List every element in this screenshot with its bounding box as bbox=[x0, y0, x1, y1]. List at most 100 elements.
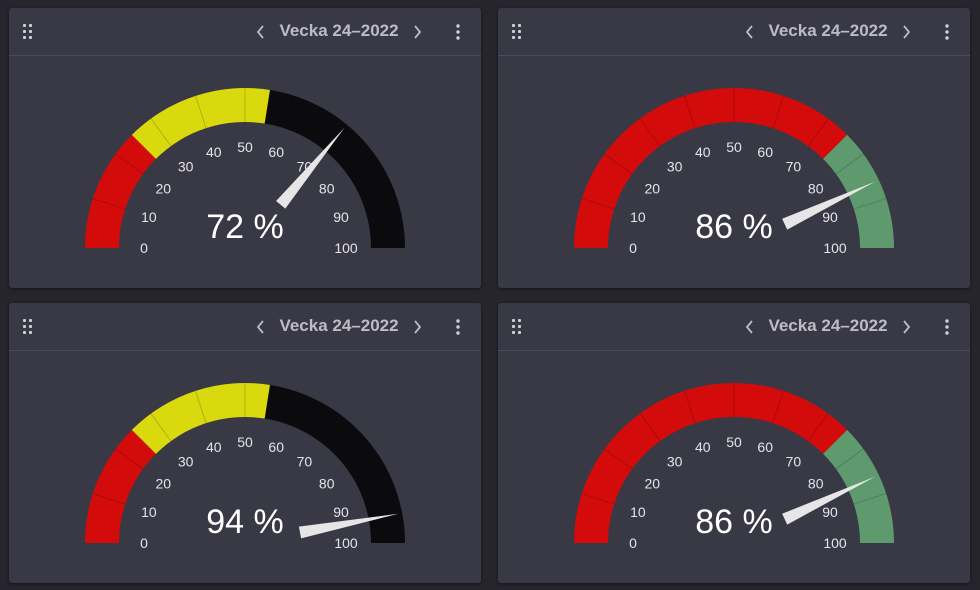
gauge-tick-label: 20 bbox=[156, 181, 172, 197]
gauge-segment-divider bbox=[807, 118, 829, 147]
gauge-tick-label: 50 bbox=[726, 434, 742, 450]
gauge-chart: 0 10 20 30 40 50 60 70 80 90 100 86 % bbox=[574, 88, 894, 256]
gauge-tick-label: 100 bbox=[334, 535, 358, 551]
gauge-segment-divider bbox=[318, 118, 340, 147]
card-header: Vecka 24–2022 bbox=[498, 8, 970, 56]
gauge-chart: 0 10 20 30 40 50 60 70 80 90 100 86 % bbox=[574, 383, 894, 551]
gauge-tick-label: 10 bbox=[630, 504, 646, 520]
gauge-band bbox=[574, 383, 848, 543]
gauge-segment-divider bbox=[581, 198, 615, 210]
gauge-tick-label: 30 bbox=[178, 453, 194, 469]
gauge-needle bbox=[298, 513, 399, 539]
drag-handle-icon[interactable] bbox=[23, 319, 35, 335]
gauge-tick-label: 30 bbox=[667, 158, 683, 174]
gauge-segment-divider bbox=[835, 448, 864, 470]
gauge-segment-divider bbox=[853, 493, 887, 505]
chevron-left-icon[interactable] bbox=[742, 317, 758, 337]
chevron-right-icon[interactable] bbox=[898, 317, 914, 337]
gauge-value: 94 % bbox=[206, 503, 284, 541]
drag-handle-icon[interactable] bbox=[23, 24, 35, 40]
gauge-tick-label: 80 bbox=[319, 181, 335, 197]
gauge-tick-label: 0 bbox=[629, 240, 637, 256]
chevron-right-icon[interactable] bbox=[898, 22, 914, 42]
gauge-tick-label: 20 bbox=[156, 476, 172, 492]
gauge-segment-divider bbox=[807, 413, 829, 442]
drag-handle-icon[interactable] bbox=[512, 24, 524, 40]
gauge-segment-divider bbox=[772, 95, 784, 129]
gauge-tick-label: 0 bbox=[140, 240, 148, 256]
chevron-left-icon[interactable] bbox=[742, 22, 758, 42]
gauge-segment-divider bbox=[92, 198, 126, 210]
gauge-tick-label: 90 bbox=[822, 209, 838, 225]
gauge-tick-label: 60 bbox=[757, 439, 773, 455]
more-vertical-icon[interactable] bbox=[940, 317, 954, 337]
gauge-needle bbox=[782, 476, 876, 525]
gauge-band bbox=[85, 429, 156, 543]
gauge-band bbox=[823, 134, 894, 248]
gauge-segment-divider bbox=[150, 118, 172, 147]
gauge-tick-label: 50 bbox=[237, 434, 253, 450]
gauge-value: 86 % bbox=[695, 503, 773, 541]
gauge-tick-label: 90 bbox=[333, 209, 349, 225]
gauge-card: Vecka 24–2022 0 10 20 30 40 50 60 70 80 90 100 72 … bbox=[9, 8, 481, 288]
gauge-segment-divider bbox=[684, 390, 696, 424]
gauge-tick-label: 90 bbox=[822, 504, 838, 520]
gauge-segment-divider bbox=[772, 390, 784, 424]
more-vertical-icon[interactable] bbox=[940, 22, 954, 42]
gauge-segment-divider bbox=[92, 493, 126, 505]
chevron-left-icon[interactable] bbox=[253, 22, 269, 42]
gauge-tick-label: 60 bbox=[268, 144, 284, 160]
gauge-tick-label: 80 bbox=[319, 476, 335, 492]
chevron-right-icon[interactable] bbox=[409, 317, 425, 337]
gauge-tick-label: 70 bbox=[786, 453, 802, 469]
gauge-needle bbox=[276, 127, 345, 209]
gauge-tick-label: 40 bbox=[206, 439, 222, 455]
gauge-segment-divider bbox=[639, 118, 661, 147]
period-label: Vecka 24–2022 bbox=[279, 316, 399, 335]
gauge-tick-label: 50 bbox=[726, 139, 742, 155]
chevron-left-icon[interactable] bbox=[253, 317, 269, 337]
more-vertical-icon[interactable] bbox=[451, 22, 465, 42]
gauge-needle bbox=[782, 181, 876, 230]
gauge-band bbox=[264, 89, 405, 248]
gauge-tick-label: 10 bbox=[141, 209, 157, 225]
gauge-band bbox=[264, 384, 405, 543]
more-vertical-icon[interactable] bbox=[451, 317, 465, 337]
gauge-tick-label: 100 bbox=[823, 240, 847, 256]
gauge-tick-label: 100 bbox=[334, 240, 358, 256]
gauge-tick-label: 0 bbox=[629, 535, 637, 551]
gauge-value: 86 % bbox=[695, 208, 773, 246]
gauge-segment-divider bbox=[346, 153, 375, 175]
gauge-tick-label: 20 bbox=[645, 476, 661, 492]
gauge-tick-label: 10 bbox=[141, 504, 157, 520]
gauge-segment-divider bbox=[195, 95, 207, 129]
gauge-tick-label: 40 bbox=[695, 439, 711, 455]
gauge-tick-label: 50 bbox=[237, 139, 253, 155]
gauge-tick-label: 70 bbox=[297, 453, 313, 469]
gauge-segment-divider bbox=[581, 493, 615, 505]
gauge-segment-divider bbox=[195, 390, 207, 424]
card-header: Vecka 24–2022 bbox=[9, 8, 481, 56]
gauge-tick-label: 90 bbox=[333, 504, 349, 520]
gauge-tick-label: 60 bbox=[268, 439, 284, 455]
chevron-right-icon[interactable] bbox=[409, 22, 425, 42]
gauge-card: Vecka 24–2022 0 10 20 30 40 50 60 70 80 90 100 86 … bbox=[498, 303, 970, 583]
gauge-segment-divider bbox=[604, 448, 633, 470]
period-label: Vecka 24–2022 bbox=[768, 21, 888, 40]
gauge-segment-divider bbox=[835, 153, 864, 175]
gauge-tick-label: 30 bbox=[178, 158, 194, 174]
gauge-tick-label: 80 bbox=[808, 476, 824, 492]
gauge-tick-label: 100 bbox=[823, 535, 847, 551]
gauge-segment-divider bbox=[115, 448, 144, 470]
gauge-card: Vecka 24–2022 0 10 20 30 40 50 60 70 80 90 100 86 … bbox=[498, 8, 970, 288]
gauge-band bbox=[131, 383, 271, 454]
gauge-card: Vecka 24–2022 0 10 20 30 40 50 60 70 80 90 100 94 … bbox=[9, 303, 481, 583]
gauge-segment-divider bbox=[283, 95, 295, 129]
gauge-band bbox=[131, 88, 271, 159]
drag-handle-icon[interactable] bbox=[512, 319, 524, 335]
gauge-segment-divider bbox=[318, 413, 340, 442]
gauge-tick-label: 70 bbox=[786, 158, 802, 174]
gauge-band bbox=[823, 429, 894, 543]
period-label: Vecka 24–2022 bbox=[279, 21, 399, 40]
